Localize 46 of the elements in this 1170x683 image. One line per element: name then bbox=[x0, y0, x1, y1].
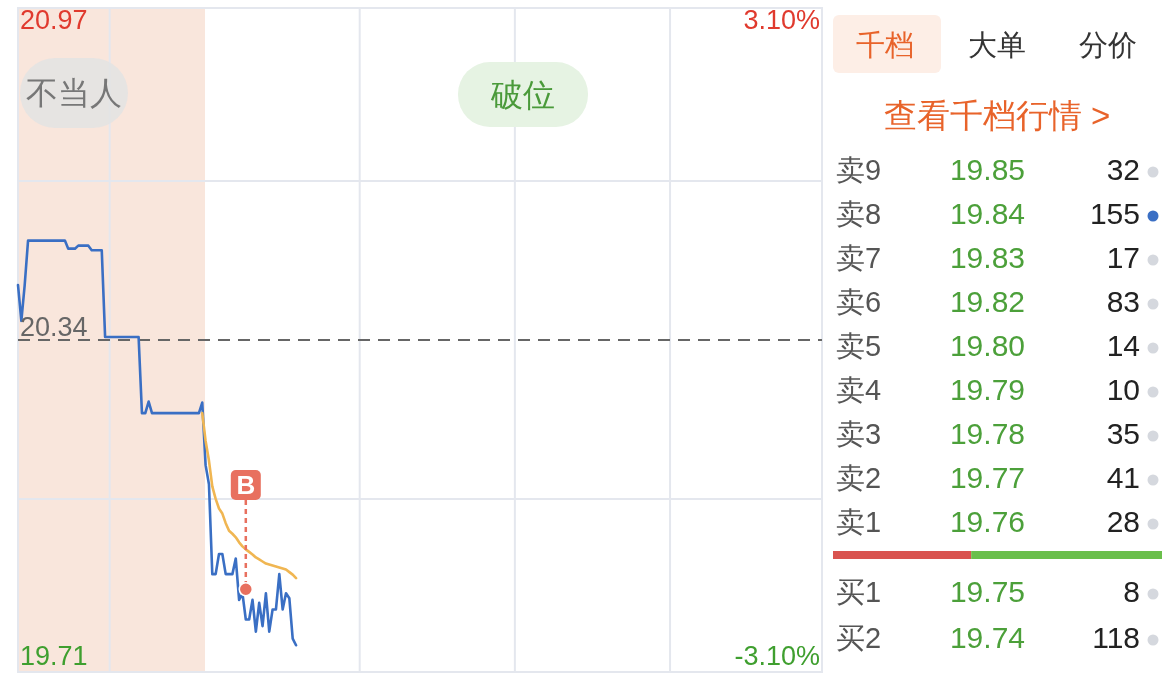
data-label: 19.82 bbox=[949, 284, 1025, 318]
category-label: 买2 bbox=[836, 621, 882, 654]
data-label: 41 bbox=[1106, 460, 1140, 494]
data-label: 35 bbox=[1106, 416, 1140, 450]
data-label: 19.80 bbox=[949, 328, 1025, 362]
data-label: 32 bbox=[1106, 152, 1140, 186]
data-label: 19.84 bbox=[949, 196, 1025, 230]
text: 大单 bbox=[968, 29, 1026, 61]
data-label: 17 bbox=[1106, 240, 1140, 274]
data-label: 19.76 bbox=[949, 504, 1025, 538]
note-pill-center: 破位 bbox=[458, 62, 588, 127]
category-label: 卖7 bbox=[836, 241, 882, 274]
text: 查看千档行情 > bbox=[883, 97, 1111, 134]
y-tick-label: 20.34 bbox=[20, 312, 88, 342]
data-label: 19.74 bbox=[949, 620, 1025, 654]
data-label: 19.77 bbox=[949, 460, 1025, 494]
category-label: 卖5 bbox=[836, 329, 882, 362]
data-label: 19.75 bbox=[949, 574, 1025, 608]
category-label: 卖3 bbox=[836, 417, 882, 450]
text: 千档 bbox=[856, 29, 914, 61]
text: 分价 bbox=[1079, 29, 1137, 61]
y-tick-label: 20.97 bbox=[20, 5, 88, 36]
data-label: 83 bbox=[1106, 284, 1140, 318]
category-label: 买1 bbox=[836, 575, 882, 608]
data-label: 19.79 bbox=[949, 372, 1025, 406]
annotation: 破位 bbox=[490, 77, 555, 113]
annotation: B bbox=[236, 470, 256, 500]
category-label: 卖2 bbox=[836, 461, 882, 494]
category-label: 卖9 bbox=[836, 153, 882, 186]
data-label: 155 bbox=[1089, 196, 1140, 230]
data-label: 28 bbox=[1106, 504, 1140, 538]
y-tick-label: 19.71 bbox=[20, 641, 88, 671]
category-label: 卖4 bbox=[836, 373, 882, 406]
data-label: 8 bbox=[1123, 574, 1140, 608]
y2-tick-label: 3.10% bbox=[743, 5, 820, 36]
data-label: 14 bbox=[1106, 328, 1140, 362]
y2-tick-label: -3.10% bbox=[734, 640, 820, 671]
data-label: 19.78 bbox=[949, 416, 1025, 450]
data-label: 118 bbox=[1092, 620, 1140, 654]
data-label: 19.83 bbox=[949, 240, 1025, 274]
annotation: 不当人 bbox=[26, 75, 122, 111]
data-label: 19.85 bbox=[949, 152, 1025, 186]
category-label: 卖8 bbox=[836, 197, 882, 230]
category-label: 卖6 bbox=[836, 285, 882, 318]
category-label: 卖1 bbox=[836, 505, 882, 538]
data-label: 10 bbox=[1106, 372, 1140, 406]
